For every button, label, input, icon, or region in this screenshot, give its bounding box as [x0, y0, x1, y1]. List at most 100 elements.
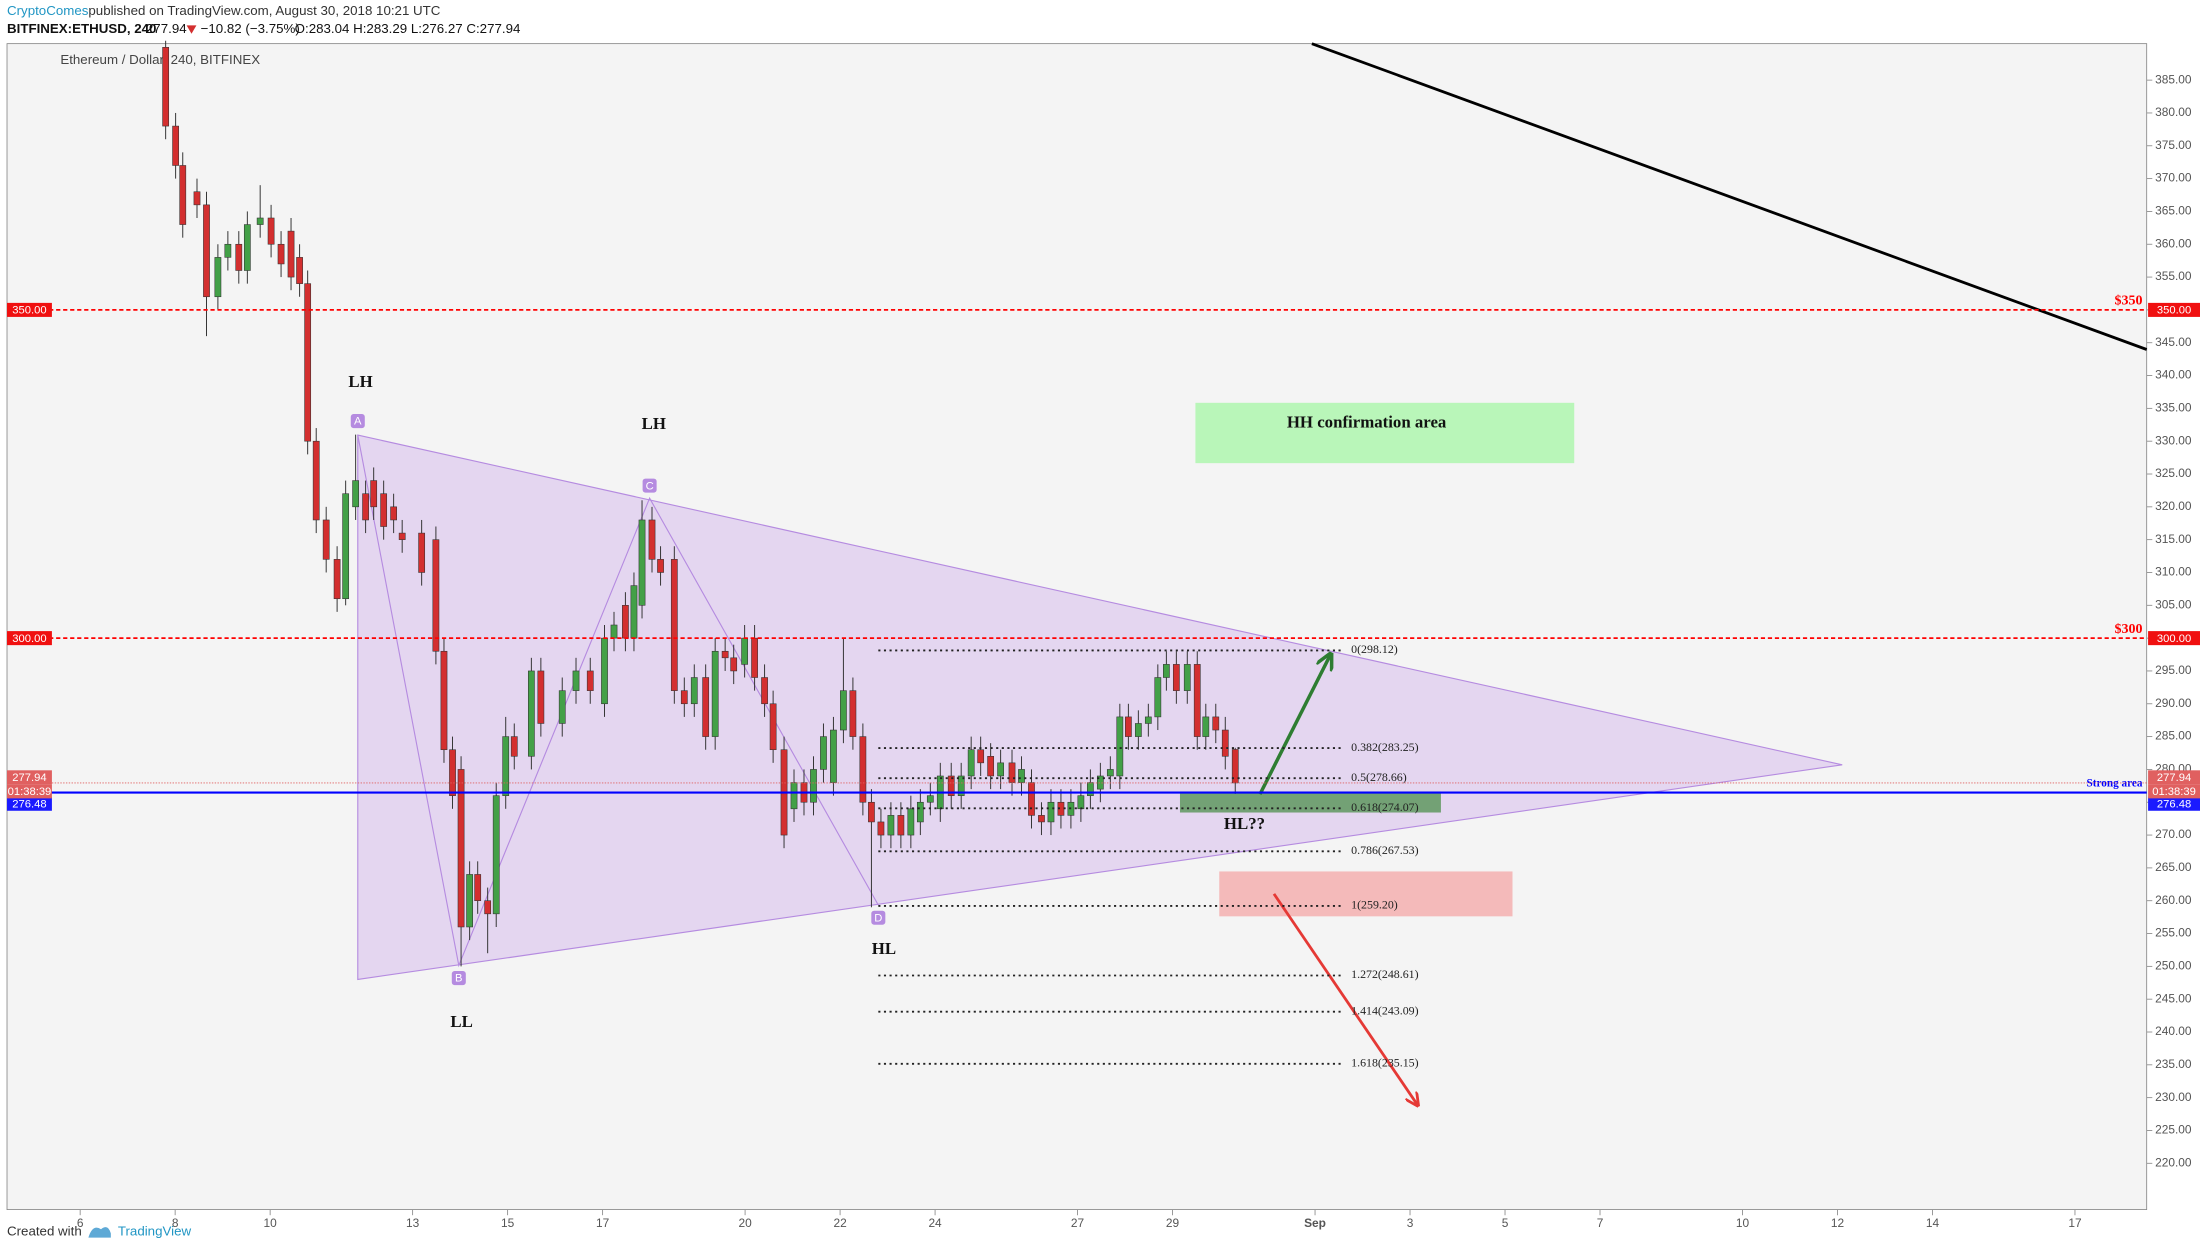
x-tick-label: 17 — [596, 1216, 610, 1230]
y-tick-label: 305.00 — [2155, 597, 2192, 611]
annotation: HL — [872, 939, 896, 958]
axis-tag: 276.48 — [2157, 798, 2191, 810]
candle-body — [721, 650, 729, 659]
x-tick-label: 5 — [1502, 1216, 1509, 1230]
change: −10.82 (−3.75%) — [201, 21, 300, 36]
y-tick-label: 340.00 — [2155, 368, 2192, 382]
candle-body — [957, 775, 965, 796]
candle-body — [987, 756, 995, 777]
candle-body — [418, 532, 426, 573]
x-tick-label: 8 — [172, 1216, 179, 1230]
y-tick-label: 385.00 — [2155, 72, 2192, 86]
y-tick-label: 325.00 — [2155, 466, 2192, 480]
candle-body — [916, 801, 924, 823]
candle-body — [751, 637, 758, 678]
fib-label: 0.5(278.66) — [1351, 770, 1407, 784]
candle-body — [1134, 723, 1142, 737]
candle-body — [711, 650, 719, 737]
countdown: 01:38:39 — [2152, 786, 2196, 798]
x-tick-label: 20 — [738, 1216, 752, 1230]
annotation: LH — [348, 372, 372, 391]
y-tick-label: 235.00 — [2155, 1057, 2192, 1071]
fib-label: 1.414(243.09) — [1351, 1003, 1418, 1017]
candle-body — [362, 493, 369, 521]
axis-tag: 277.94 — [12, 772, 46, 784]
point-marker — [451, 971, 466, 986]
axis-tag: 276.48 — [12, 798, 46, 810]
y-tick-label: 360.00 — [2155, 236, 2192, 250]
candle-body — [432, 539, 440, 652]
candle-body — [267, 217, 275, 245]
axis-tag-box — [7, 770, 52, 785]
candle-body — [287, 230, 295, 278]
x-tick-label: 10 — [264, 1216, 278, 1230]
candle-body — [761, 677, 768, 705]
x-tick-label: 29 — [1166, 1216, 1180, 1230]
candle-body — [849, 690, 857, 737]
candle-body — [586, 670, 594, 691]
candle-body — [1183, 664, 1191, 691]
candle-body — [840, 690, 847, 731]
axis-tag-box — [7, 631, 52, 646]
candle-body — [342, 493, 350, 600]
candle-body — [449, 749, 456, 796]
y-tick-label: 250.00 — [2155, 959, 2192, 973]
y-tick-label: 240.00 — [2155, 1024, 2192, 1038]
candle-body — [235, 243, 243, 271]
axis-tag-box — [2148, 770, 2200, 785]
author[interactable]: CryptoComes — [7, 3, 89, 18]
y-tick-label: 230.00 — [2155, 1090, 2192, 1104]
candle-body — [830, 729, 837, 783]
y-tick-label: 355.00 — [2155, 269, 2192, 283]
axis-tag: 350.00 — [2157, 305, 2191, 317]
fib-label: 1.618(235.15) — [1351, 1056, 1418, 1070]
candle-body — [648, 519, 656, 560]
candle-body — [214, 257, 222, 298]
candle-body — [256, 217, 264, 225]
axis-tag: 300.00 — [12, 633, 46, 645]
annotation: HH confirmation area — [1287, 413, 1447, 432]
candle-body — [203, 204, 210, 298]
price: 277.94 — [146, 21, 187, 36]
candle-body — [1087, 782, 1094, 796]
candle-body — [702, 677, 710, 737]
candle-body — [1193, 664, 1201, 737]
fib-label: 0.618(274.07) — [1351, 800, 1418, 814]
candle-body — [510, 736, 518, 757]
published: published on TradingView.com, August 30,… — [88, 3, 440, 18]
y-tick-label: 365.00 — [2155, 204, 2192, 218]
triangle — [357, 434, 1843, 981]
axis-tag-box — [7, 302, 52, 317]
candle-body — [492, 795, 500, 915]
candle-body — [162, 47, 170, 127]
down-arrow — [186, 25, 197, 34]
y-tick-label: 265.00 — [2155, 860, 2192, 874]
candle-body — [322, 519, 330, 560]
candle-body — [1096, 775, 1104, 790]
candle-body — [622, 605, 629, 639]
footer-brand[interactable]: TradingView — [118, 1224, 192, 1239]
ohlc: O:283.04 H:283.29 L:276.27 C:277.94 — [295, 21, 521, 36]
point-label: B — [455, 973, 462, 985]
candle-body — [680, 690, 688, 705]
candle-body — [741, 637, 748, 665]
candle-body — [380, 493, 388, 527]
candle-body — [484, 900, 492, 915]
candle-body — [601, 637, 608, 705]
y-tick-label: 245.00 — [2155, 991, 2192, 1005]
axis-tag-box — [7, 796, 52, 811]
candle-body — [887, 815, 895, 836]
candle-body — [657, 559, 664, 573]
candle-body — [312, 440, 320, 521]
y-tick-label: 320.00 — [2155, 499, 2192, 513]
candle-body — [172, 125, 179, 166]
annotation: LH — [642, 414, 666, 433]
symbol: BITFINEX:ETHUSD, 240 — [7, 21, 156, 36]
x-tick-label: 27 — [1071, 1216, 1085, 1230]
candle-body — [1125, 716, 1132, 737]
candle-body — [193, 191, 201, 206]
point-marker — [642, 478, 657, 493]
candle-body — [868, 801, 875, 823]
fib-label: 1(259.20) — [1351, 898, 1398, 912]
